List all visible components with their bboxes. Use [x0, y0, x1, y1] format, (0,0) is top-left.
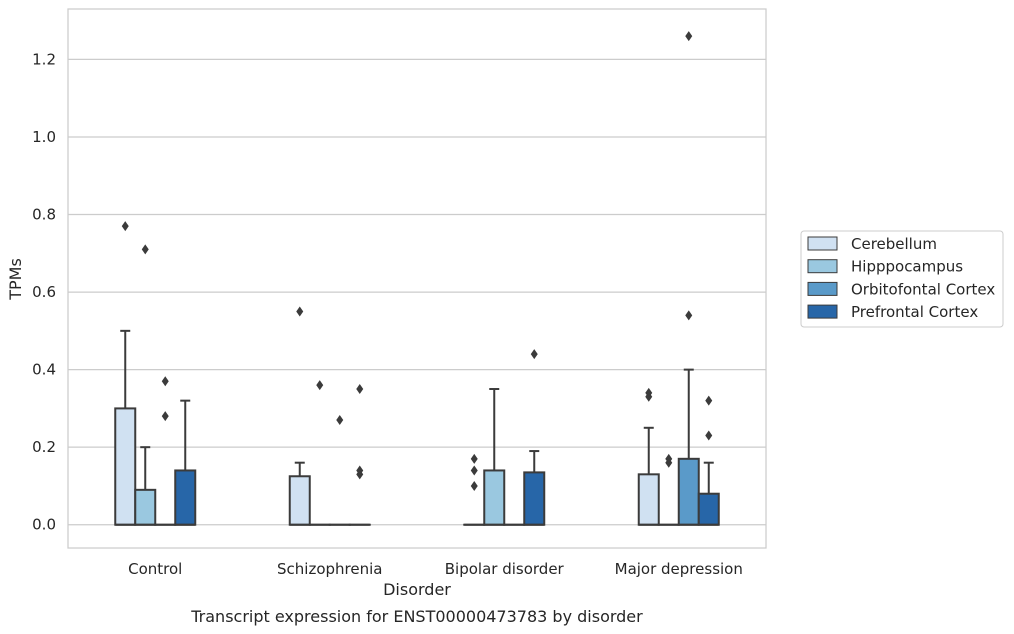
legend-label: Orbitofontal Cortex [851, 280, 995, 298]
x-tick-label: Schizophrenia [277, 560, 382, 578]
box-body [114, 407, 137, 526]
outlier-point [685, 310, 693, 321]
x-axis-title: Disorder [383, 580, 451, 599]
outlier-point [530, 349, 538, 360]
box-prefrontal-cortex [697, 395, 720, 526]
y-tick-label: 0.6 [32, 283, 56, 301]
outlier-point [356, 384, 364, 395]
legend-swatch [807, 281, 838, 296]
outlier-point [665, 453, 673, 464]
outlier-point [470, 465, 478, 476]
legend-frame [800, 230, 1004, 328]
plot-frame [67, 8, 767, 549]
x-tick-labels: Control Schizophrenia Bipolar disorder Majo… [128, 560, 743, 578]
box-cerebellum [114, 221, 137, 526]
x-tick-label: Major depression [615, 560, 743, 578]
box-cerebellum [637, 387, 660, 526]
x-tick-label: Control [128, 560, 182, 578]
box-hipppocampus [134, 244, 157, 526]
box-prefrontal-cortex [523, 349, 546, 526]
box-prefrontal-cortex [174, 399, 197, 526]
outlier-point [141, 244, 149, 255]
x-tick-label: Bipolar disorder [445, 560, 565, 578]
y-tick-label: 0.4 [32, 361, 56, 379]
box-cerebellum [463, 453, 486, 526]
box-orbitofontal-cortex [677, 31, 700, 526]
y-tick-label: 1.2 [32, 50, 56, 68]
y-tick-labels: 0.0 0.2 0.4 0.6 0.8 1.0 1.2 [32, 50, 56, 533]
outlier-point [470, 480, 478, 491]
chart-caption: Transcript expression for ENST0000047378… [190, 607, 643, 626]
legend-swatch [807, 236, 838, 251]
outlier-point [161, 411, 169, 422]
y-axis-title: TPMs [6, 258, 25, 301]
box-body [637, 473, 660, 526]
box-body [697, 492, 720, 526]
outlier-point [705, 430, 713, 441]
legend-label: Hipppocampus [851, 258, 963, 276]
outlier-point [645, 387, 653, 398]
y-tick-label: 0.8 [32, 206, 56, 224]
box-body [523, 471, 546, 526]
legend-swatch [807, 259, 838, 274]
outlier-point [356, 465, 364, 476]
legend: Cerebellum Hipppocampus Orbitofontal Corte… [800, 230, 1004, 328]
y-tick-label: 1.0 [32, 128, 56, 146]
legend-label: Prefrontal Cortex [851, 303, 978, 321]
outlier-point [161, 376, 169, 387]
box-prefrontal-cortex [348, 384, 371, 526]
box-orbitofontal-cortex [328, 415, 351, 526]
legend-swatch [807, 304, 838, 319]
legend-label: Cerebellum [851, 235, 937, 253]
y-tick-label: 0.2 [32, 438, 56, 456]
outlier-point [470, 453, 478, 464]
outlier-point [316, 380, 324, 391]
outlier-point [296, 306, 304, 317]
y-tick-label: 0.0 [32, 516, 56, 534]
box-body [174, 469, 197, 526]
box-cerebellum [288, 306, 311, 526]
box-hipppocampus [483, 388, 506, 526]
box-body [134, 488, 157, 526]
outlier-point [121, 221, 129, 232]
outlier-point [685, 31, 693, 42]
box-body [483, 469, 506, 526]
box-body [677, 457, 700, 526]
outlier-point [336, 415, 344, 426]
box-body [288, 475, 311, 526]
box-plots [114, 31, 720, 526]
outlier-point [705, 395, 713, 406]
